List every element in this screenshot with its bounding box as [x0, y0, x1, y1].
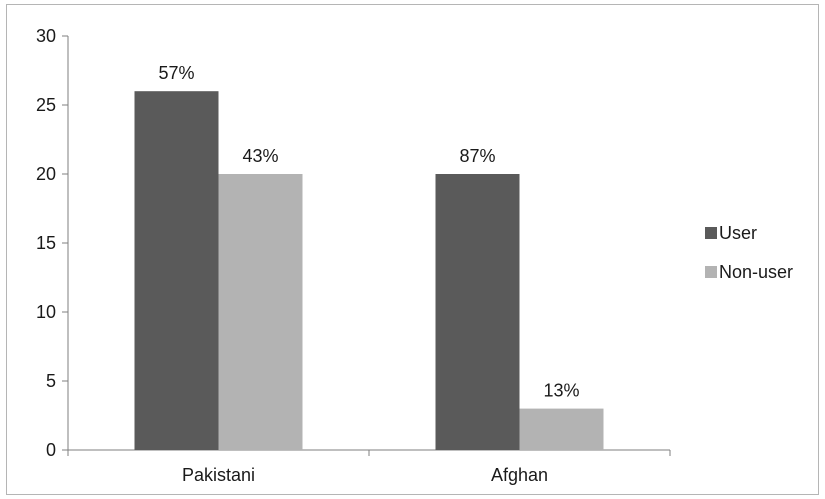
legend-swatch — [705, 227, 717, 239]
bar — [435, 174, 520, 450]
y-tick-label: 30 — [36, 26, 56, 46]
data-label: 57% — [158, 63, 194, 83]
legend-label: Non-user — [719, 262, 793, 282]
bar — [134, 91, 219, 450]
y-tick-label: 20 — [36, 164, 56, 184]
x-tick-label: Afghan — [491, 465, 548, 485]
data-label: 87% — [459, 146, 495, 166]
y-tick-label: 0 — [46, 440, 56, 460]
legend-label: User — [719, 223, 757, 243]
y-tick-label: 25 — [36, 95, 56, 115]
bar — [519, 408, 604, 450]
data-label: 13% — [543, 381, 579, 401]
x-tick-label: Pakistani — [182, 465, 255, 485]
bar — [218, 174, 303, 450]
y-tick-label: 15 — [36, 233, 56, 253]
y-tick-label: 5 — [46, 371, 56, 391]
data-label: 43% — [242, 146, 278, 166]
legend-swatch — [705, 266, 717, 278]
y-tick-label: 10 — [36, 302, 56, 322]
